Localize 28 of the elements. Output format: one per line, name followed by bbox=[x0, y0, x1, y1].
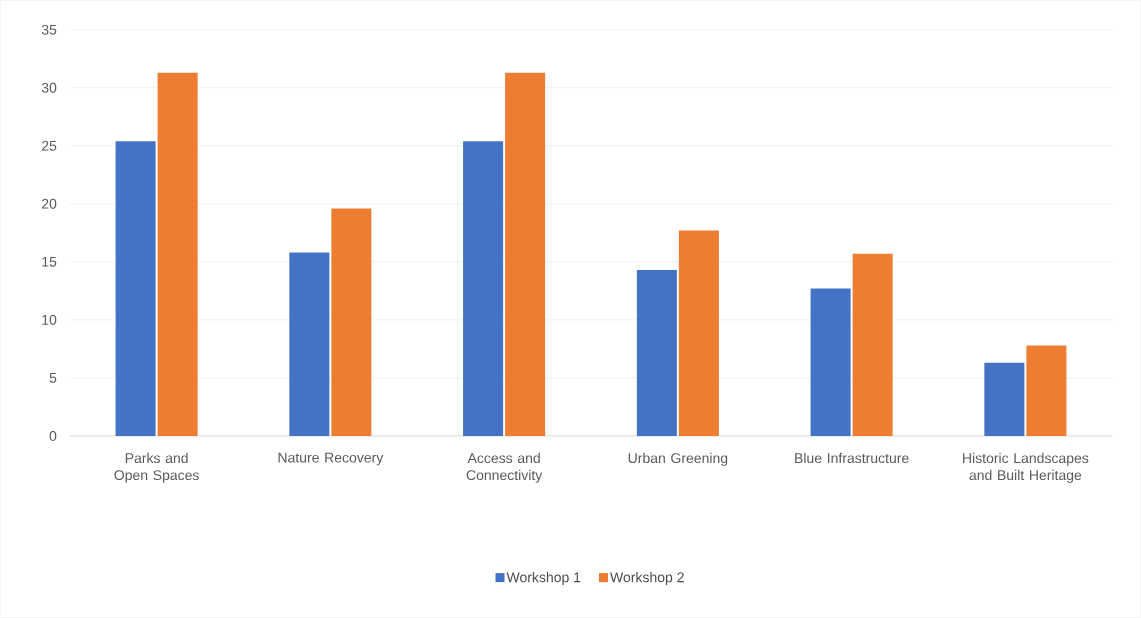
y-tick-label: 25 bbox=[41, 140, 57, 151]
bar bbox=[505, 72, 546, 437]
legend-label: Workshop 2 bbox=[610, 572, 684, 586]
bar bbox=[852, 253, 893, 437]
y-tick-label: 15 bbox=[42, 257, 57, 267]
x-tick-label: Access and Connectivity bbox=[466, 452, 543, 483]
x-tick-label: Parks and Open Spaces bbox=[114, 452, 199, 483]
bar bbox=[678, 230, 719, 437]
legend-label: Workshop 1 bbox=[506, 572, 581, 586]
bar bbox=[1026, 345, 1067, 437]
bar bbox=[636, 270, 677, 437]
bar bbox=[984, 362, 1025, 437]
bar bbox=[157, 72, 198, 437]
bar bbox=[463, 141, 504, 437]
bar bbox=[115, 141, 156, 437]
x-tick-label: Nature Recovery bbox=[278, 452, 384, 466]
y-tick-label: 0 bbox=[49, 431, 57, 442]
y-tick-label: 30 bbox=[41, 82, 57, 93]
x-tick-label: Urban Greening bbox=[628, 452, 728, 466]
y-tick-label: 5 bbox=[49, 373, 57, 383]
bar bbox=[289, 252, 330, 437]
y-tick-label: 35 bbox=[41, 24, 57, 35]
y-tick-label: 20 bbox=[41, 198, 57, 209]
bar bbox=[331, 208, 372, 437]
y-tick-label: 10 bbox=[42, 315, 57, 325]
bar bbox=[810, 288, 851, 437]
x-tick-label: Blue Infrastructure bbox=[795, 452, 909, 464]
x-tick-label: Historic Landscapes and Built Heritage bbox=[963, 452, 1089, 483]
